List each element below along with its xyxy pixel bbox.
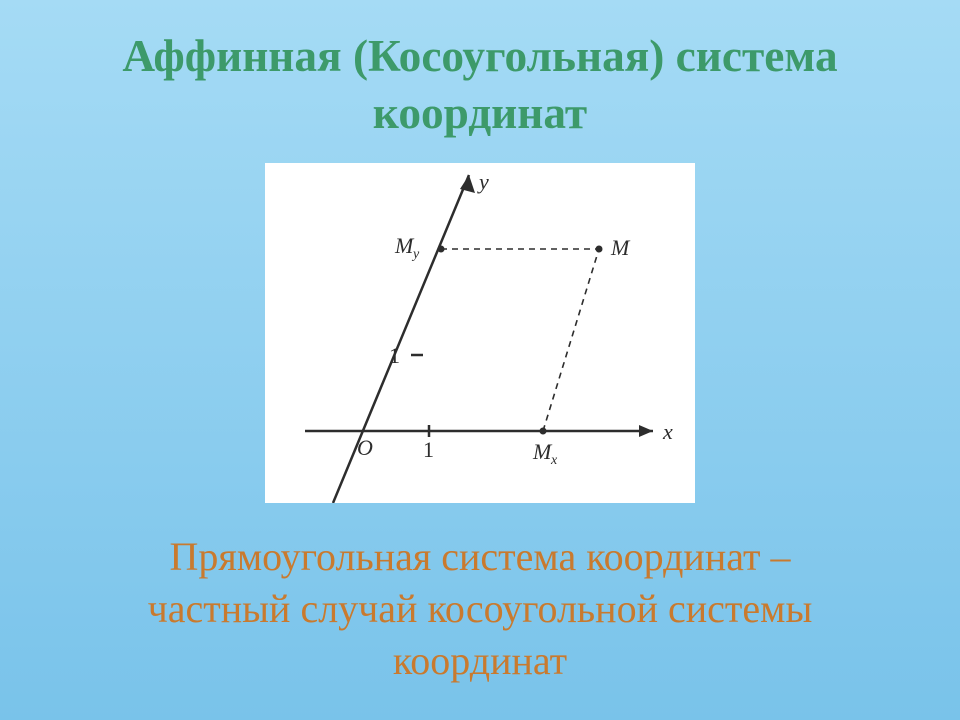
title-line-2: координат [373, 88, 587, 138]
svg-text:M: M [610, 235, 631, 260]
slide: Аффинная (Косоугольная) система координа… [0, 0, 960, 720]
svg-text:1: 1 [423, 437, 434, 462]
svg-text:y: y [411, 247, 420, 262]
title-line-1: Аффинная (Косоугольная) система [122, 31, 837, 81]
slide-subtitle: Прямоугольная система координат – частны… [88, 531, 873, 687]
svg-text:x: x [550, 453, 558, 468]
subtitle-line-2: частный случай косоугольной системы [148, 586, 813, 631]
slide-title: Аффинная (Косоугольная) система координа… [122, 28, 837, 141]
svg-text:M: M [394, 233, 415, 258]
diagram-box: Oxy11MxMyM [265, 163, 695, 503]
svg-text:x: x [662, 419, 673, 444]
affine-coord-diagram: Oxy11MxMyM [265, 163, 695, 503]
subtitle-line-1: Прямоугольная система координат – [170, 534, 791, 579]
svg-text:M: M [532, 439, 553, 464]
subtitle-line-3: координат [393, 638, 567, 683]
svg-text:1: 1 [389, 343, 400, 368]
svg-text:O: O [357, 435, 373, 460]
svg-text:y: y [477, 169, 489, 194]
